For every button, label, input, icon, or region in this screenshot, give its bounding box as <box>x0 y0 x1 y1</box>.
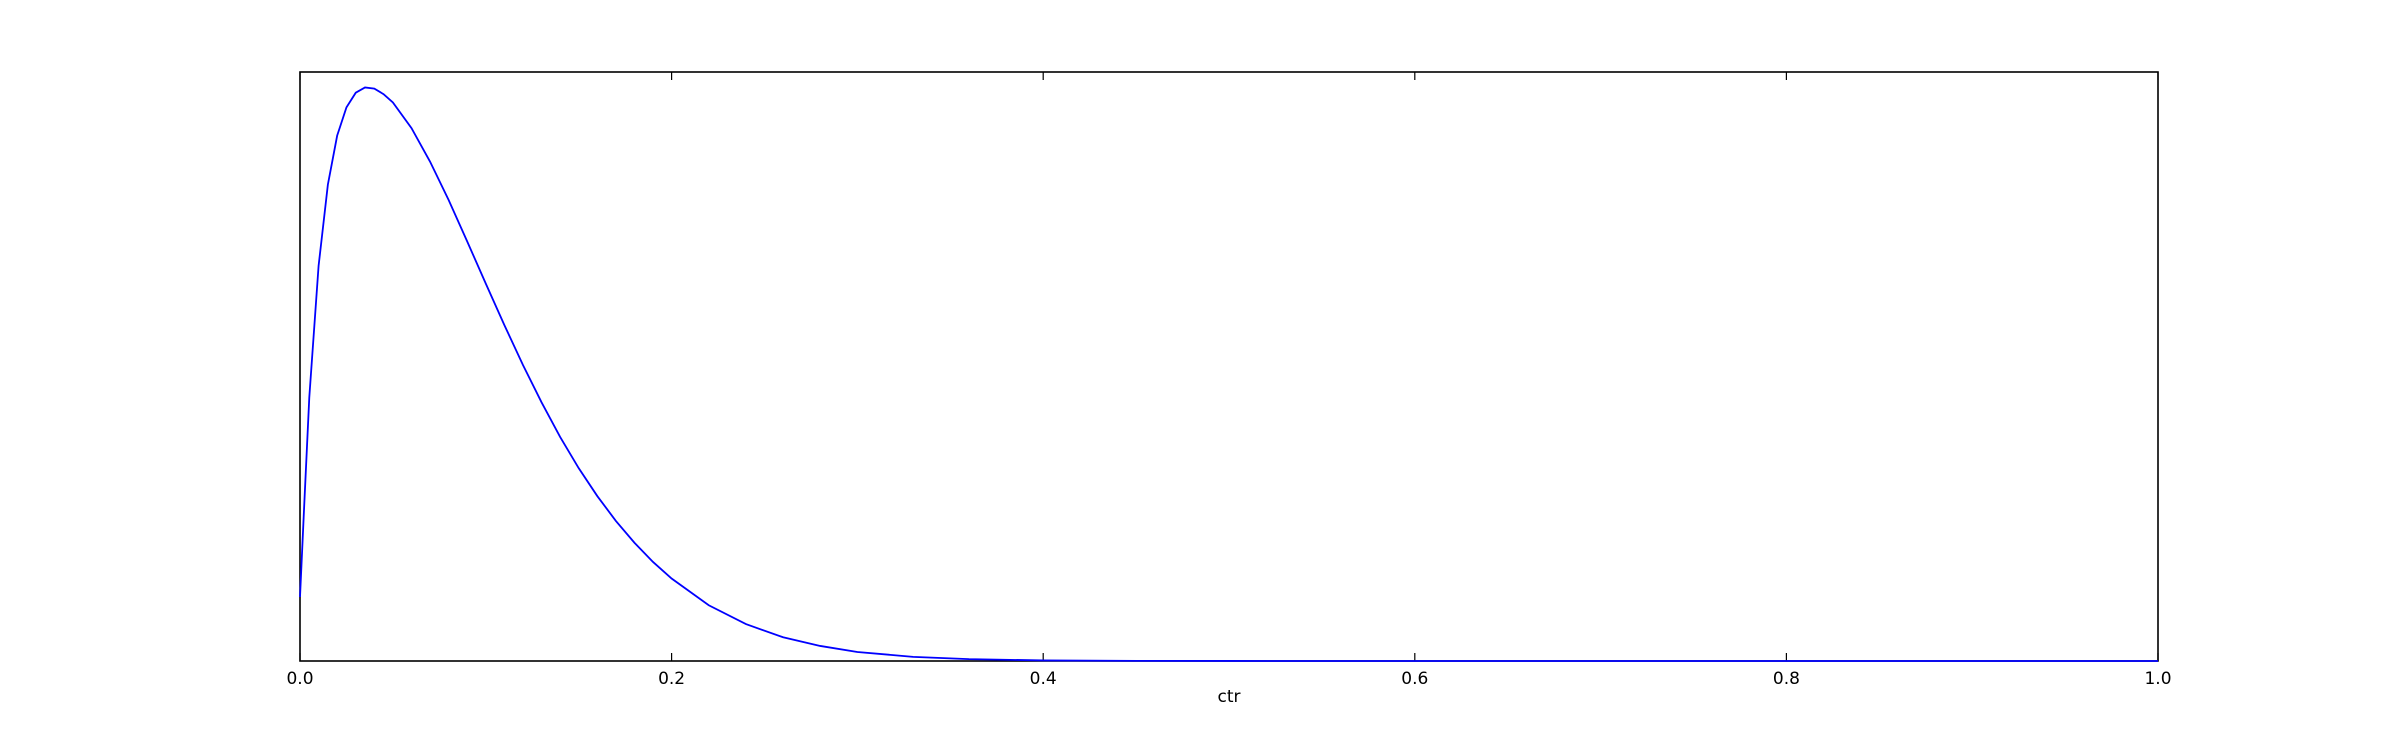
x-tick-label: 0.8 <box>1773 669 1800 689</box>
x-tick-label: 0.4 <box>1030 669 1057 689</box>
x-tick-label: 0.6 <box>1401 669 1428 689</box>
x-tick-labels: 0.0 0.2 0.4 0.6 0.8 1.0 <box>286 669 2171 689</box>
x-tick-label: 0.2 <box>658 669 685 689</box>
plot-frame <box>299 71 2159 662</box>
x-tick-label: 0.0 <box>286 669 313 689</box>
series-line <box>299 86 2158 662</box>
tick-marks <box>299 72 2159 661</box>
x-tick-label: 1.0 <box>2144 669 2171 689</box>
x-axis-label: ctr <box>1217 687 1240 707</box>
